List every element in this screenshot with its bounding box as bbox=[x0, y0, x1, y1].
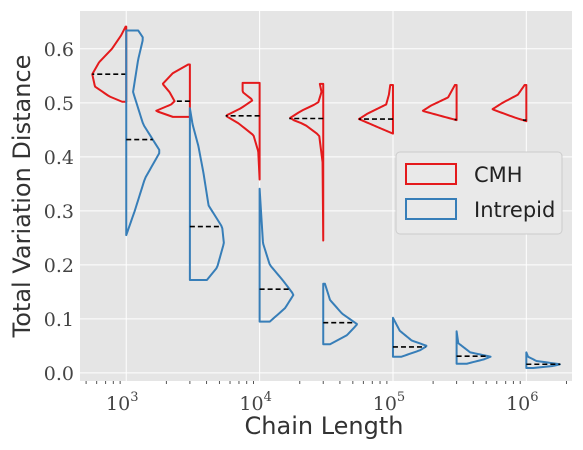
x-tick-labels: 103 104 105 106 bbox=[106, 390, 539, 415]
violin-cmh bbox=[491, 84, 528, 123]
violin-cmh bbox=[155, 63, 191, 118]
legend-label-cmh: CMH bbox=[474, 163, 523, 187]
y-tick-label: 0.4 bbox=[44, 147, 74, 169]
violin-intrepid bbox=[188, 107, 225, 281]
y-tick-label: 0.0 bbox=[44, 363, 74, 385]
y-tick-label: 0.6 bbox=[44, 39, 74, 61]
violin-intrepid bbox=[322, 282, 358, 346]
violin-intrepid bbox=[125, 29, 161, 237]
y-tick-labels: 0.0 0.1 0.2 0.3 0.4 0.5 0.6 bbox=[44, 39, 74, 385]
y-tick-label: 0.1 bbox=[44, 309, 74, 331]
y-tick-label: 0.2 bbox=[44, 255, 74, 277]
violin-cmh bbox=[226, 81, 261, 181]
y-tick-label: 0.5 bbox=[44, 93, 74, 115]
y-tick-label: 0.3 bbox=[44, 201, 74, 223]
violin-cmh bbox=[421, 84, 458, 122]
legend-swatch-intrepid bbox=[405, 198, 457, 220]
legend: CMH Intrepid bbox=[395, 151, 563, 235]
x-tick-label: 103 bbox=[106, 390, 138, 415]
x-tick-label: 104 bbox=[239, 390, 271, 415]
x-minor-ticks bbox=[85, 381, 567, 384]
legend-box bbox=[395, 151, 563, 235]
violin-cmh bbox=[91, 25, 128, 103]
legend-label-intrepid: Intrepid bbox=[474, 198, 555, 222]
violin-intrepid bbox=[525, 351, 561, 370]
legend-swatch-cmh bbox=[405, 163, 457, 185]
violin-cmh bbox=[357, 84, 394, 135]
y-axis-title: Total Variation Distance bbox=[8, 55, 36, 339]
violin-cmh bbox=[289, 82, 325, 242]
x-tick-label: 106 bbox=[506, 390, 538, 415]
violin-intrepid bbox=[258, 187, 295, 323]
violin-intrepid bbox=[455, 330, 492, 365]
violins bbox=[91, 25, 561, 370]
x-axis-title: Chain Length bbox=[245, 412, 404, 440]
x-tick-label: 105 bbox=[373, 390, 405, 415]
violin-intrepid bbox=[391, 316, 428, 358]
